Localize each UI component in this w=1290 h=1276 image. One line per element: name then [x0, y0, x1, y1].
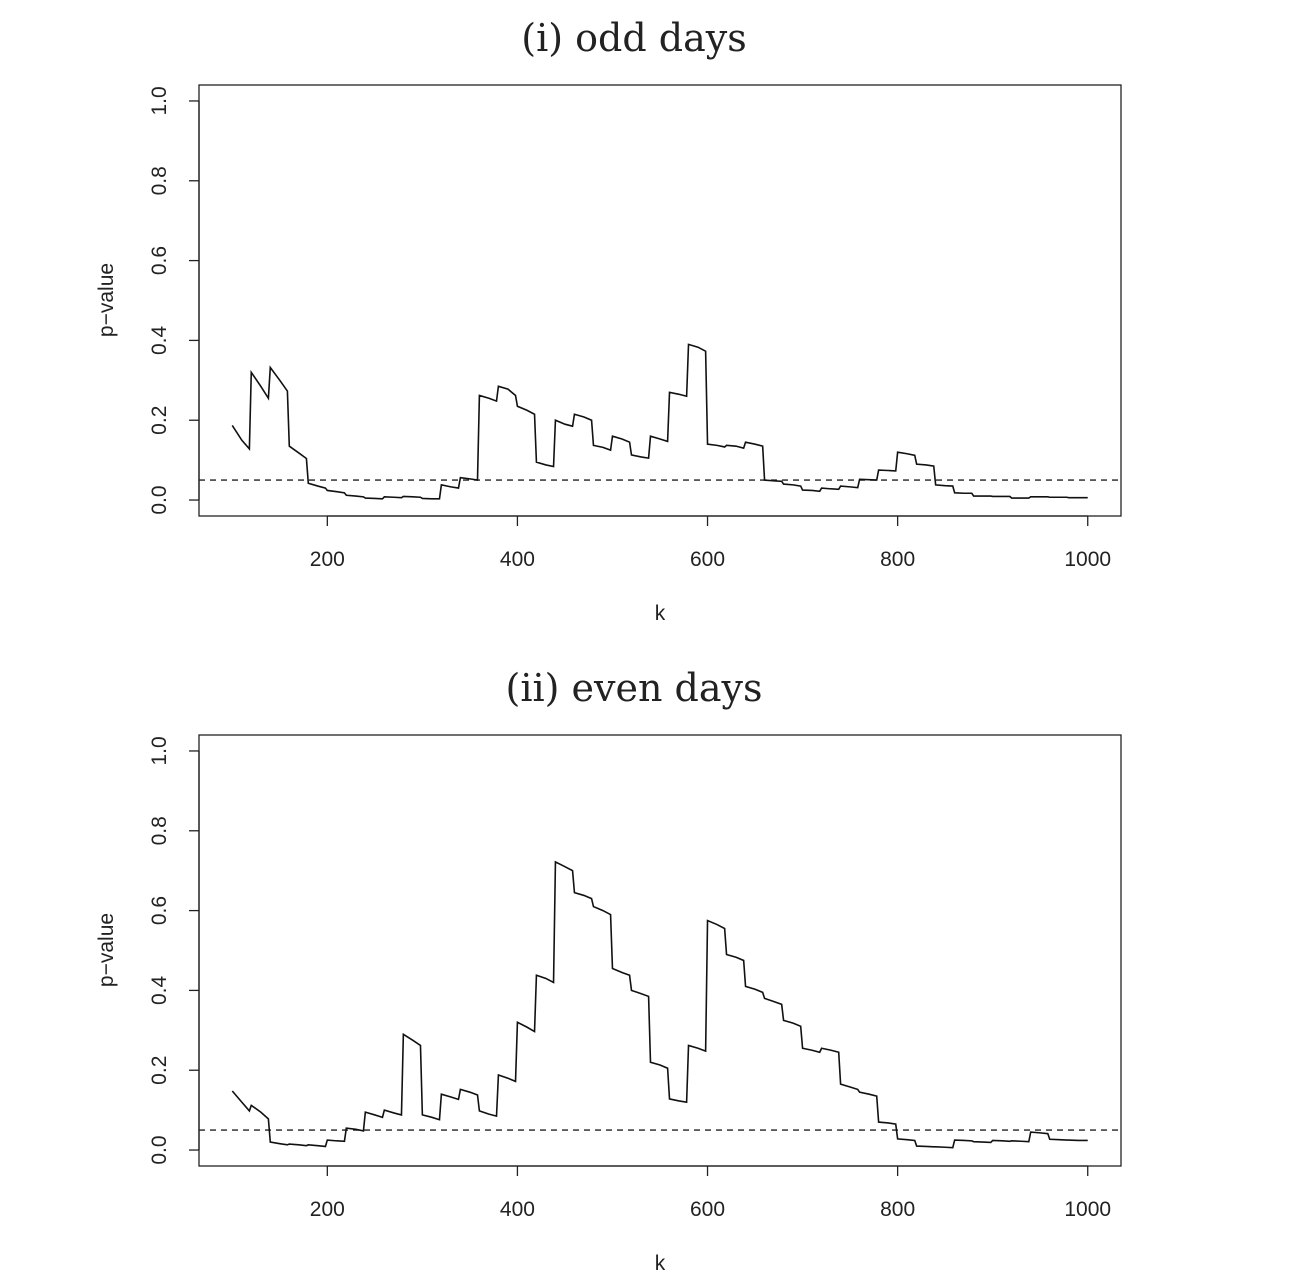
x-ticks: 200 400 600 800 1000: [310, 1166, 1111, 1221]
y-tick-label: 0.0: [148, 485, 171, 514]
x-tick-label: 200: [310, 548, 345, 571]
p-value-series-line: [231, 343, 1088, 500]
x-axis-label: k: [655, 602, 666, 625]
plot-frame: [198, 734, 1122, 1167]
y-tick-label: 0.6: [148, 246, 171, 275]
plot-frame: [198, 84, 1122, 517]
y-tick-label: 0.0: [148, 1135, 171, 1164]
x-tick-label: 800: [880, 1198, 915, 1221]
x-tick-label: 400: [500, 548, 535, 571]
y-ticks: 0.0 0.2 0.4 0.6 0.8 1.0: [148, 736, 199, 1165]
x-tick-label: 1000: [1064, 1198, 1111, 1221]
x-tick-label: 800: [880, 548, 915, 571]
x-tick-label: 1000: [1064, 548, 1111, 571]
y-axis-label: p−value: [95, 263, 118, 337]
y-ticks: 0.0 0.2 0.4 0.6 0.8 1.0: [148, 86, 199, 515]
y-tick-label: 1.0: [148, 736, 171, 765]
x-axis-label: k: [655, 1252, 666, 1275]
y-tick-label: 1.0: [148, 86, 171, 115]
y-tick-label: 0.2: [148, 1056, 171, 1085]
y-tick-label: 0.6: [148, 896, 171, 925]
y-tick-label: 0.8: [148, 816, 171, 845]
chart-title: (i) odd days: [521, 16, 746, 60]
x-tick-label: 600: [690, 548, 725, 571]
y-tick-label: 0.4: [148, 975, 171, 1005]
y-tick-label: 0.2: [148, 406, 171, 435]
panel-even-days: (ii) even days k p−value 200 400 600 800 100…: [95, 666, 1122, 1275]
y-tick-label: 0.4: [148, 325, 171, 355]
x-tick-label: 400: [500, 1198, 535, 1221]
chart-title: (ii) even days: [506, 666, 763, 710]
panel-odd-days: (i) odd days k p−value 200 400 600 800 1000 …: [95, 16, 1122, 625]
y-tick-label: 0.8: [148, 166, 171, 195]
x-tick-label: 200: [310, 1198, 345, 1221]
y-axis-label: p−value: [95, 913, 118, 987]
x-tick-label: 600: [690, 1198, 725, 1221]
x-ticks: 200 400 600 800 1000: [310, 516, 1111, 571]
p-value-series-line: [231, 860, 1088, 1149]
